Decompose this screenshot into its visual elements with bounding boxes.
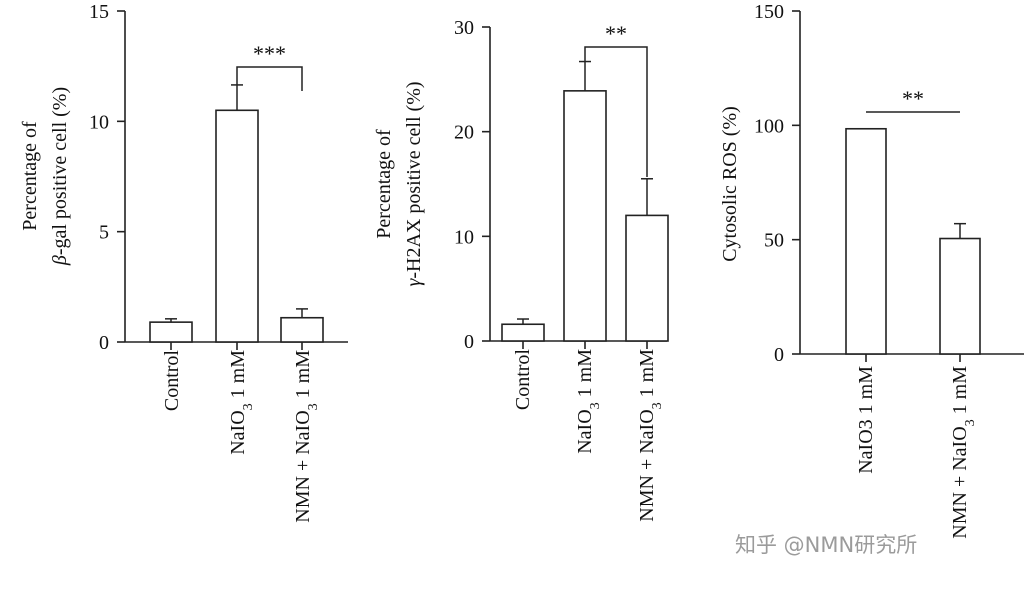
bar — [280, 316, 324, 343]
y-tick-label: 0 — [99, 332, 109, 354]
y-tick-label: 15 — [89, 1, 109, 23]
significance-label: ** — [605, 21, 627, 46]
y-axis-label-line2: Cytosolic ROS (%) — [719, 106, 741, 262]
y-tick-label: 150 — [754, 1, 784, 23]
x-tick-label: NaIO3 1 mM — [855, 366, 877, 474]
x-tick-label: NMN + NaIO3 1 mM — [949, 366, 978, 539]
y-axis-label-line1: Percentage of — [19, 121, 41, 231]
bar — [845, 127, 887, 355]
watermark: 知乎 @NMN研究所 — [735, 533, 917, 557]
x-tick-label: Control — [161, 350, 183, 412]
y-tick-label: 20 — [454, 122, 474, 144]
y-axis-label-line1: Percentage of — [373, 129, 395, 239]
bar — [149, 321, 193, 343]
significance-bracket — [584, 46, 648, 177]
y-axis-label-line2: β-gal positive cell (%) — [49, 87, 71, 266]
y-tick-label: 0 — [774, 344, 784, 366]
significance-label: *** — [253, 41, 286, 66]
panel-gamma-h2ax: 0 10 20 30 Control NaIO3 1 mM NMN + NaIO3 1 mM… — [373, 17, 669, 522]
bar — [939, 237, 981, 355]
y-tick-label: 10 — [454, 226, 474, 248]
significance-bracket — [236, 66, 303, 91]
x-tick-label: NMN + NaIO3 1 mM — [636, 349, 665, 522]
y-tick-label: 100 — [754, 115, 784, 137]
y-axis-label-line2: γ-H2AX positive cell (%) — [403, 81, 425, 286]
y-tick-label: 0 — [464, 331, 474, 353]
x-tick-label: NaIO3 1 mM — [227, 350, 256, 455]
bar — [501, 323, 545, 342]
panel-cytosolic-ros: 0 50 100 150 NaIO3 1 mM NMN + NaIO3 1 mM Cytos… — [719, 1, 1024, 539]
bar — [625, 214, 669, 342]
bar — [563, 90, 607, 342]
y-tick-label: 50 — [764, 230, 784, 252]
y-tick-label: 10 — [89, 111, 109, 133]
bar — [215, 109, 259, 343]
x-tick-label: NMN + NaIO3 1 mM — [292, 350, 321, 523]
y-tick-label: 5 — [99, 222, 109, 244]
significance-label: ** — [902, 86, 924, 111]
panel-beta-gal: 0 5 10 15 Control NaIO3 1 mM NMN + NaIO3 1 mM P… — [19, 1, 348, 523]
x-tick-label: Control — [512, 349, 534, 411]
y-tick-label: 30 — [454, 17, 474, 39]
x-tick-label: NaIO3 1 mM — [574, 349, 603, 454]
